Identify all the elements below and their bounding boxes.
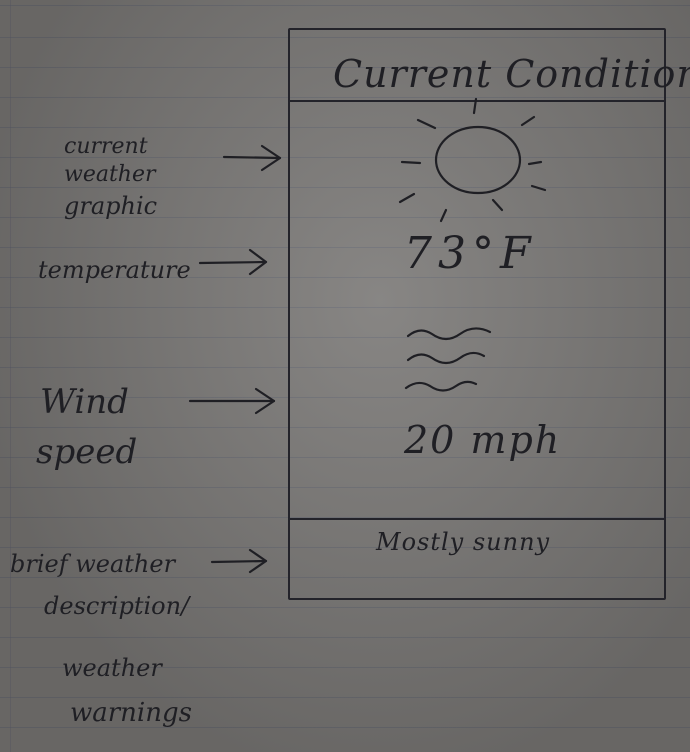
annotation-graphic-line3: graphic bbox=[64, 192, 158, 220]
header-bar bbox=[288, 28, 666, 102]
footer-bar bbox=[288, 518, 666, 600]
annotation-description-line3: weather bbox=[62, 654, 162, 682]
annotation-graphic-line1: current bbox=[64, 134, 148, 159]
annotation-graphic-line2: weather bbox=[64, 162, 156, 187]
annotation-wind-line1: Wind bbox=[40, 382, 129, 422]
arrow-to-temperature bbox=[198, 248, 268, 276]
temperature-value: 73°F bbox=[404, 228, 537, 279]
annotation-description-line2: description/ bbox=[44, 592, 190, 620]
screen-title: Current Conditions bbox=[333, 52, 690, 96]
phone-screen-frame bbox=[288, 28, 666, 600]
arrow-to-graphic bbox=[222, 144, 282, 172]
paper-margin-line bbox=[10, 0, 11, 752]
annotation-description-line1: brief weather bbox=[10, 550, 176, 578]
annotation-wind-line2: speed bbox=[36, 432, 138, 472]
arrow-to-description bbox=[210, 548, 268, 574]
weather-description: Mostly sunny bbox=[376, 528, 551, 556]
annotation-description-line4: warnings bbox=[70, 698, 192, 728]
annotation-temperature: temperature bbox=[38, 256, 191, 284]
arrow-to-wind bbox=[188, 387, 276, 415]
wind-speed-value: 20 mph bbox=[404, 418, 562, 462]
